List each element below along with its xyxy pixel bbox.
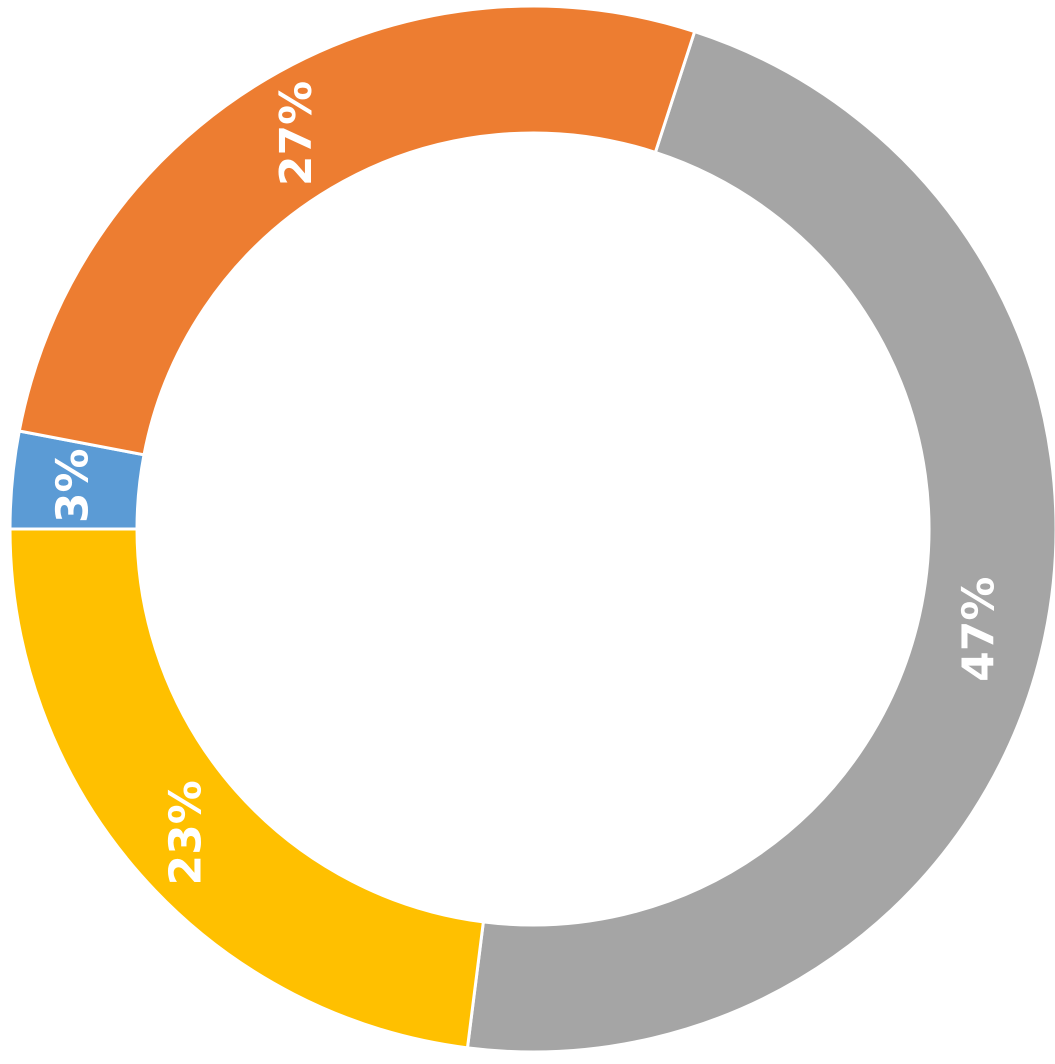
data-label: 27% bbox=[271, 81, 322, 186]
data-label: 23% bbox=[160, 780, 211, 885]
donut-segment bbox=[8, 527, 486, 1050]
donut-segment bbox=[465, 29, 1055, 1054]
data-label: 3% bbox=[48, 448, 99, 523]
donut-segment bbox=[17, 4, 697, 457]
data-label: 47% bbox=[953, 577, 1004, 682]
